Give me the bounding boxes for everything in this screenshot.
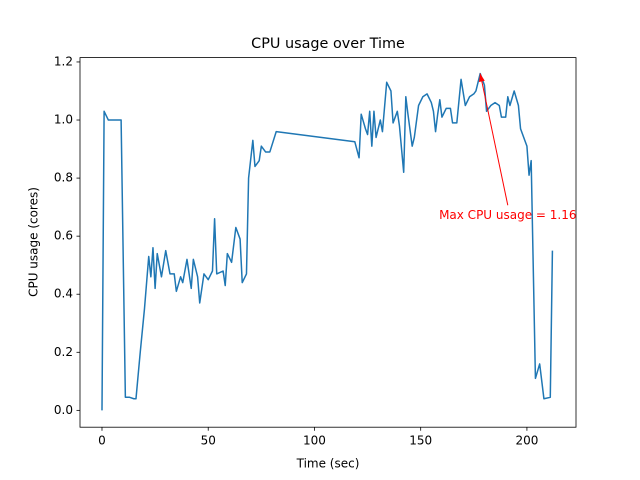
data-line	[101, 72, 554, 411]
y-tick-label: 0.8	[54, 171, 73, 185]
plot-frame	[79, 57, 577, 428]
x-tick-label: 150	[409, 434, 432, 448]
y-tick-label: 1.2	[54, 54, 73, 68]
chart-title: CPU usage over Time	[251, 36, 405, 52]
y-tick-label: 0.4	[54, 287, 73, 301]
x-tick-label: 200	[515, 434, 538, 448]
annotation-text: Max CPU usage = 1.16	[439, 208, 576, 222]
x-tick-label: 100	[303, 434, 326, 448]
x-tick-label: 50	[201, 434, 216, 448]
y-tick-label: 0.2	[54, 345, 73, 359]
annotation-arrowhead	[478, 73, 485, 83]
y-tick-label: 0.0	[54, 403, 73, 417]
x-tick-label: 0	[98, 434, 106, 448]
x-axis-label: Time (sec)	[296, 457, 360, 471]
y-tick-label: 1.0	[54, 113, 73, 127]
y-axis-label: CPU usage (cores)	[27, 187, 41, 297]
annotation-arrow	[479, 73, 509, 206]
y-tick-label: 0.6	[54, 229, 73, 243]
